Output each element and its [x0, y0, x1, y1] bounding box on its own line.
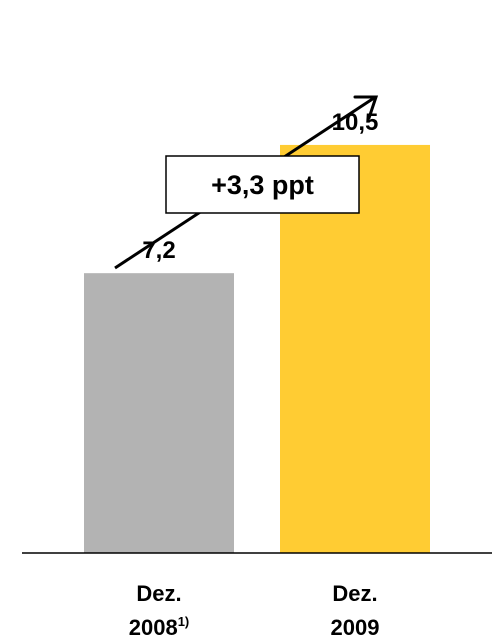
category-label-1-line1: Dez. [332, 581, 377, 606]
trend-arrow-head [353, 95, 379, 120]
footnote-marker: 1) [178, 614, 190, 629]
category-label-0-line2: 20081) [129, 614, 190, 640]
value-label-0: 7,2 [142, 237, 175, 264]
annotation-text: +3,3 ppt [211, 170, 314, 200]
bar-0 [84, 273, 234, 553]
category-label-0-line1: Dez. [136, 581, 181, 606]
category-label-1-line2: 2009 [331, 615, 380, 640]
annotation-box [165, 155, 360, 214]
